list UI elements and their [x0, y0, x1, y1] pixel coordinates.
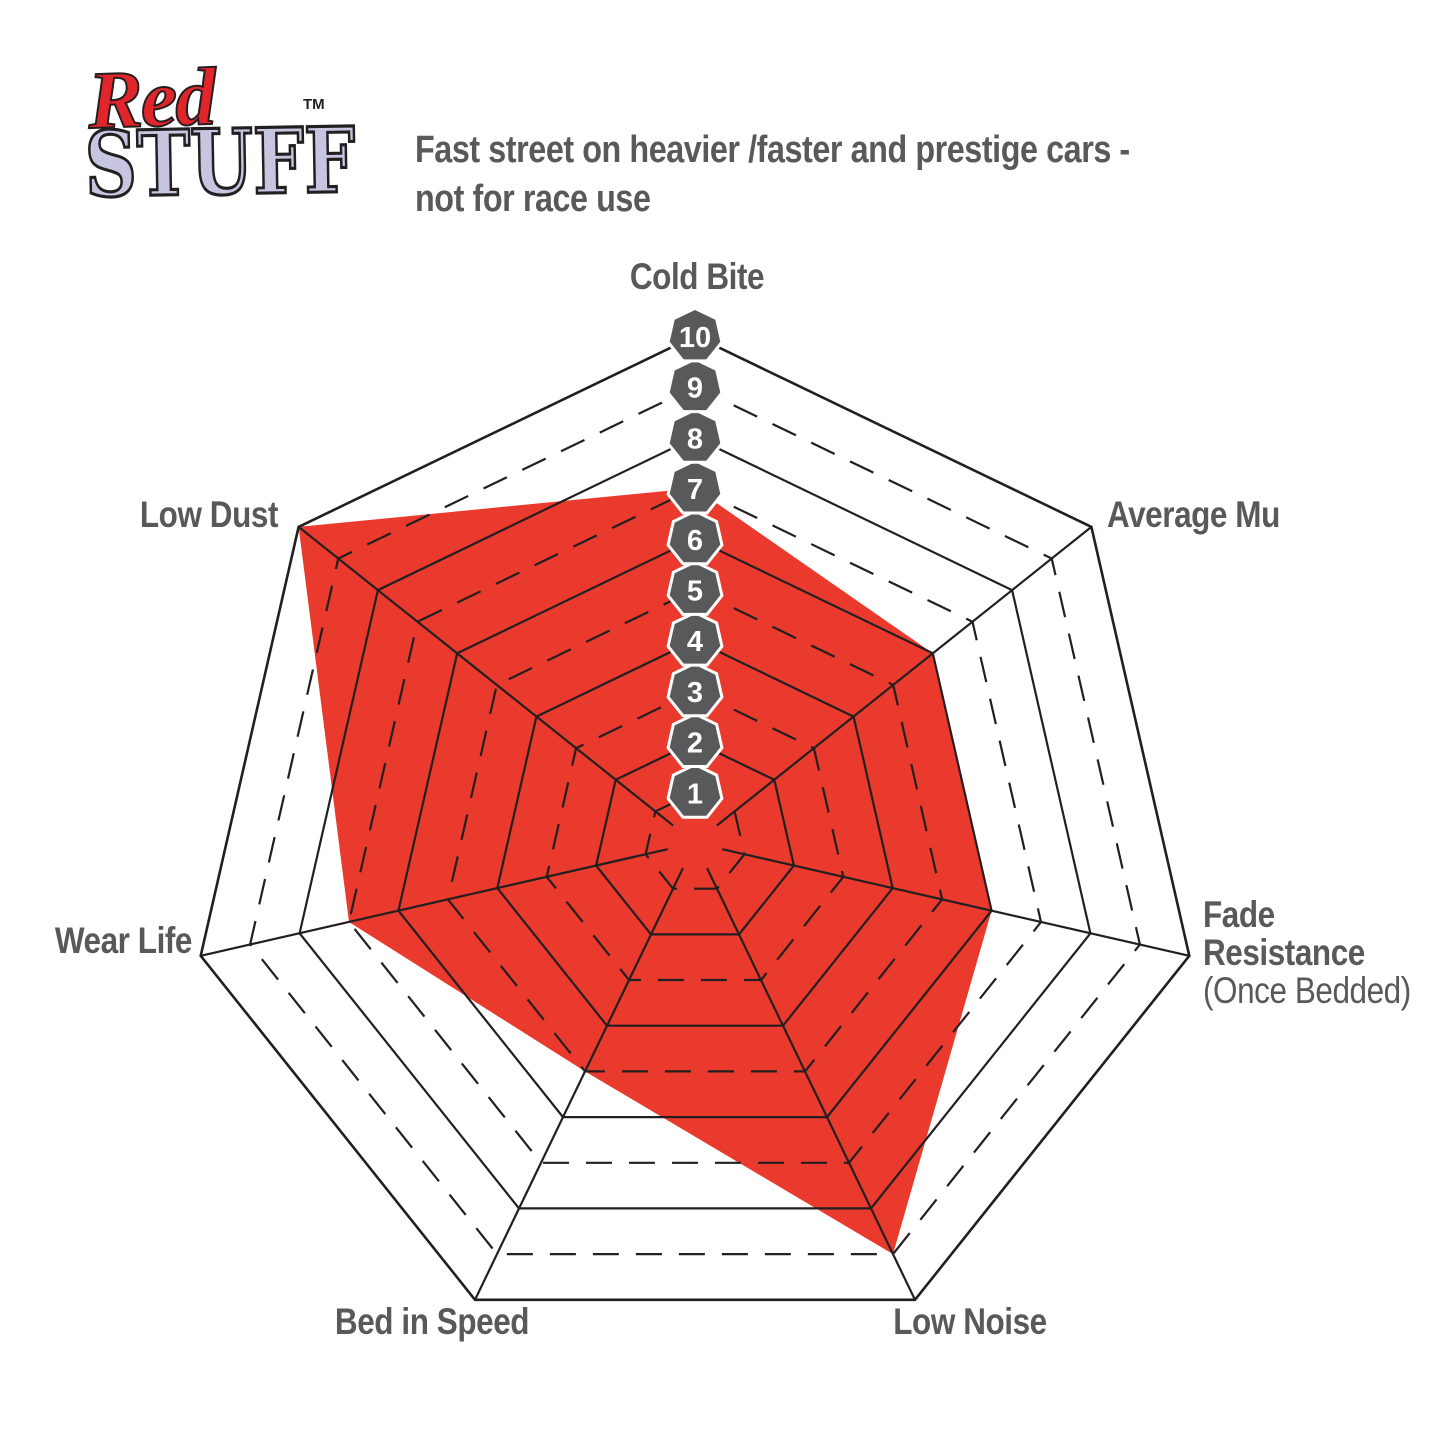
- axis-label-low-noise: Low Noise: [893, 1301, 1047, 1342]
- scale-badge-7: [666, 458, 724, 515]
- fade-label-line-3: (Once Bedded): [1203, 970, 1411, 1011]
- radar-data-polygon: [298, 488, 992, 1255]
- radar-spoke-1: [716, 526, 1093, 827]
- scale-badge-6: [666, 509, 724, 566]
- axis-label-average-mu: Average Mu: [1107, 494, 1280, 535]
- radar-grid-ring-1: [644, 791, 746, 890]
- radar-grid-ring-9: [248, 385, 1142, 1256]
- fade-label-line-1: Fade: [1203, 894, 1275, 935]
- scale-badge-5: [666, 560, 724, 616]
- scale-badge-label-4: 4: [687, 626, 703, 658]
- scale-badge-8: [666, 408, 724, 464]
- scale-badge-label-8: 8: [687, 423, 703, 455]
- scale-badge-label-3: 3: [687, 677, 703, 709]
- scale-badge-10: [666, 306, 724, 363]
- radar-grid-ring-7: [347, 486, 1043, 1164]
- scale-badge-2: [666, 712, 724, 768]
- redstuff-logo: Red STUFF TM: [82, 50, 362, 248]
- scale-badge-label-9: 9: [687, 373, 703, 405]
- axis-label-cold-bite: Cold Bite: [629, 256, 765, 297]
- scale-badge-label-2: 2: [687, 728, 703, 760]
- radar-spoke-4: [474, 867, 684, 1301]
- scale-badge-3: [666, 661, 724, 718]
- fade-label-line-2: Resistance: [1203, 932, 1365, 973]
- axis-label-low-dust: Low Dust: [139, 494, 279, 535]
- radar-grid-ring-10: [199, 334, 1191, 1302]
- axis-label-wear-life: Wear Life: [54, 920, 193, 961]
- radar-spoke-3: [706, 867, 916, 1301]
- radar-grid-ring-6: [397, 537, 993, 1119]
- scale-badge-label-5: 5: [687, 576, 703, 608]
- subtitle-line-2: not for race use: [415, 178, 651, 220]
- axis-label-bed-in-speed: Bed in Speed: [334, 1301, 530, 1342]
- radar-grid-ring-8: [298, 436, 1092, 1210]
- scale-badge-4: [666, 610, 724, 667]
- radar-spoke-2: [722, 848, 1190, 957]
- chart-subtitle: Fast street on heavier /faster and prest…: [415, 126, 1130, 224]
- radar-grid-ring-4: [496, 638, 894, 1027]
- scale-badge-label-7: 7: [687, 474, 703, 506]
- radar-grid-ring-3: [545, 689, 845, 982]
- scale-badge-1: [666, 762, 724, 819]
- scale-badge-label-6: 6: [687, 525, 703, 557]
- radar-spoke-6: [297, 526, 674, 827]
- scale-badge-label-10: 10: [679, 322, 711, 354]
- trademark-symbol: TM: [303, 96, 325, 113]
- radar-grid-ring-2: [594, 740, 796, 936]
- subtitle-line-1: Fast street on heavier /faster and prest…: [415, 129, 1130, 171]
- axis-label-fade-resistance: Fade Resistance (Once Bedded): [1203, 896, 1411, 1010]
- scale-badge-label-1: 1: [687, 778, 703, 810]
- scale-badge-9: [666, 357, 724, 414]
- radar-spoke-5: [200, 848, 668, 957]
